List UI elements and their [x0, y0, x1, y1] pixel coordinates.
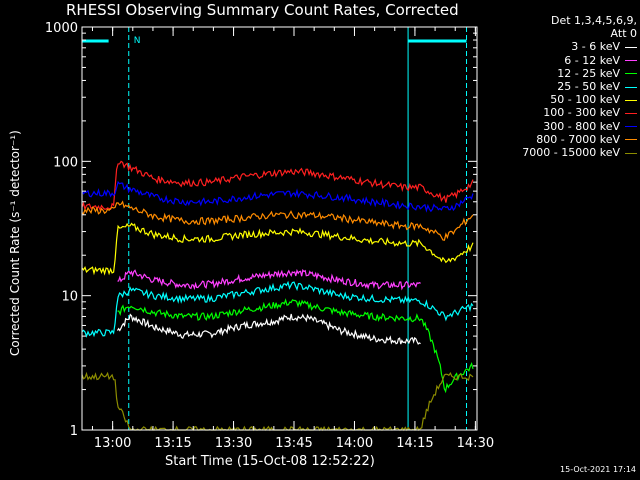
x-axis-label: Start Time (15-Oct-08 12:52:22) — [165, 454, 375, 469]
x-tick-label: 14:30 — [457, 436, 494, 451]
legend-item-label: 3 - 6 keV — [571, 40, 620, 54]
legend-item: 7000 - 15000 keV — [522, 146, 637, 159]
legend-item-label: 50 - 100 keV — [550, 93, 620, 107]
render-timestamp: 15-Oct-2021 17:14 — [560, 465, 636, 474]
x-tick-label: 13:00 — [94, 436, 131, 451]
series-line-0 — [116, 313, 421, 345]
legend-items: 3 - 6 keV 6 - 12 keV 12 - 25 keV 25 - 50 ke… — [522, 40, 637, 159]
legend-swatch — [625, 99, 637, 101]
legend-swatch — [625, 46, 637, 48]
legend-item-label: 12 - 25 keV — [557, 66, 620, 80]
series-line-3 — [81, 280, 474, 338]
series-line-2 — [117, 298, 474, 394]
legend-item: 6 - 12 keV — [522, 54, 637, 67]
x-tick-label: 14:15 — [396, 436, 433, 451]
y-tick-label: 1 — [70, 424, 78, 439]
legend-item: 3 - 6 keV — [522, 40, 637, 53]
y-tick-label: 1000 — [45, 21, 78, 36]
x-tick-label: 13:45 — [275, 436, 312, 451]
legend-item-label: 100 - 300 keV — [543, 106, 620, 120]
legend-item: 25 - 50 keV — [522, 80, 637, 93]
legend-item-label: 7000 - 15000 keV — [522, 146, 620, 160]
series-line-5 — [81, 160, 474, 212]
legend-header-line-1: Det 1,3,4,5,6,9, — [550, 14, 637, 27]
legend-swatch — [625, 152, 637, 154]
legend-item: 800 - 7000 keV — [522, 133, 637, 146]
x-tick-label: 14:00 — [336, 436, 373, 451]
legend-item-label: 800 - 7000 keV — [536, 132, 620, 146]
plot-frame — [81, 26, 478, 431]
y-tick-label: 10 — [61, 290, 78, 305]
legend-item: 300 - 800 keV — [522, 120, 637, 133]
legend-item: 12 - 25 keV — [522, 67, 637, 80]
legend-swatch — [625, 139, 637, 141]
flag-marker-label: N — [134, 36, 141, 46]
legend-item: 50 - 100 keV — [522, 93, 637, 106]
legend-swatch — [625, 86, 637, 88]
x-tick-label: 13:15 — [154, 436, 191, 451]
series-line-4 — [81, 222, 474, 276]
legend-swatch — [625, 126, 637, 128]
legend: Det 1,3,4,5,6,9, Att 0 3 - 6 keV 6 - 12 k… — [522, 14, 637, 159]
chart-title: RHESSI Observing Summary Count Rates, Co… — [66, 1, 459, 19]
legend-header-line-2: Att 0 — [610, 27, 637, 41]
legend-item-label: 300 - 800 keV — [543, 119, 620, 133]
y-axis-label: Corrected Count Rate (s⁻¹ detector⁻¹) — [8, 130, 22, 356]
legend-swatch — [625, 60, 637, 62]
legend-item-label: 25 - 50 keV — [557, 80, 620, 94]
legend-swatch — [625, 112, 637, 114]
legend-item-label: 6 - 12 keV — [564, 53, 620, 67]
y-tick-label: 100 — [53, 155, 78, 170]
series-line-6 — [81, 180, 474, 213]
series-line-7 — [81, 200, 474, 241]
x-tick-label: 13:30 — [215, 436, 252, 451]
legend-item: 100 - 300 keV — [522, 106, 637, 119]
series-line-1 — [117, 268, 421, 291]
series-line-8 — [81, 371, 474, 432]
legend-swatch — [625, 73, 637, 75]
